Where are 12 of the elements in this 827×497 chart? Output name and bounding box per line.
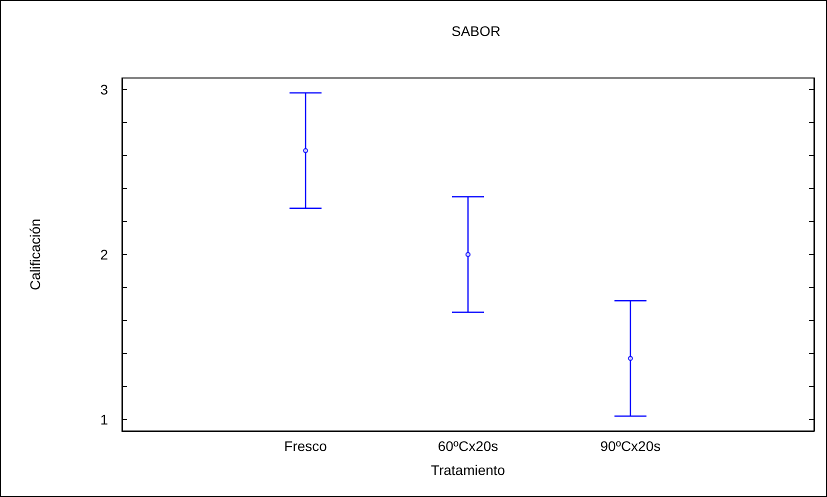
point bbox=[628, 356, 634, 362]
x-axis-title: Tratamiento bbox=[430, 462, 506, 478]
point bbox=[465, 252, 471, 258]
x-tick-label: 90ºCx20s bbox=[600, 438, 661, 454]
x-tick-label: 60ºCx20s bbox=[438, 438, 498, 454]
y-tick-label: 2 bbox=[100, 246, 108, 262]
chart-title: SABOR bbox=[451, 23, 501, 39]
y-tick-label: 3 bbox=[100, 82, 108, 98]
y-tick-label: 1 bbox=[100, 411, 108, 428]
x-tick-label: Fresco bbox=[284, 438, 328, 454]
y-axis-title: Calificación bbox=[27, 218, 43, 290]
point bbox=[302, 148, 308, 154]
